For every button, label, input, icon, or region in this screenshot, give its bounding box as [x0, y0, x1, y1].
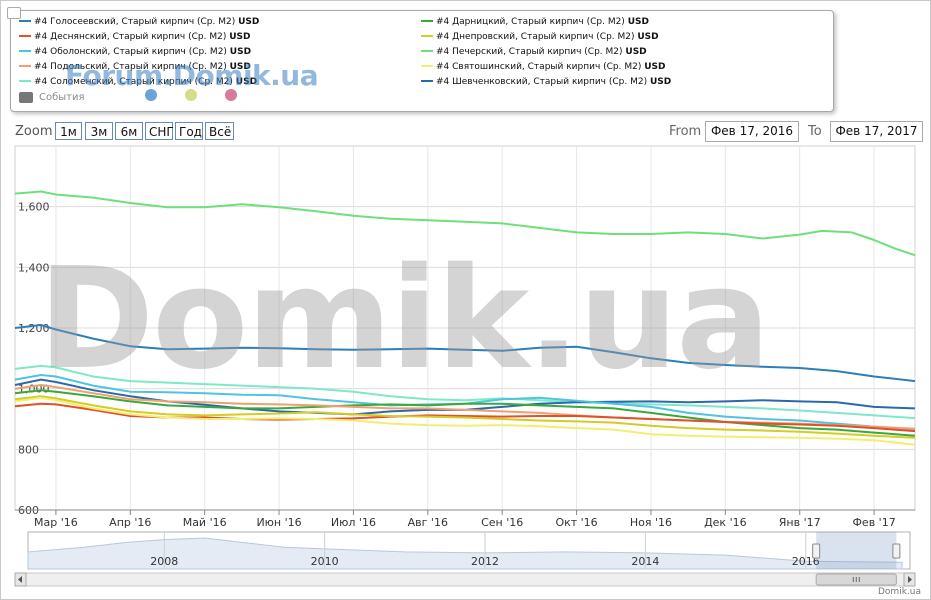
legend-item[interactable]: #4 Шевченковский, Старый кирпич (Ср. M2)… — [421, 76, 671, 88]
arrow-left-icon[interactable] — [18, 576, 22, 583]
legend-toggle-button[interactable] — [7, 7, 21, 19]
navigator-handle[interactable] — [812, 543, 821, 559]
legend-label: #4 Деснянский, Старый кирпич (Ср. M2) — [34, 32, 230, 42]
series-line[interactable] — [14, 389, 916, 437]
navigator-year-label: 2012 — [471, 555, 499, 568]
legend-label: #4 Печерский, Старый кирпич (Ср. M2) — [436, 47, 626, 57]
x-tick-label: Ноя '16 — [630, 516, 672, 529]
legend-label: #4 Подольский, Старый кирпич (Ср. M2) — [34, 62, 230, 72]
series-line[interactable] — [14, 395, 916, 439]
legend-unit: USD — [644, 62, 666, 72]
event-flag-pink-icon[interactable] — [225, 89, 237, 101]
legend-label: #4 Голосеевский, Старый кирпич (Ср. M2) — [34, 17, 239, 27]
legend-swatch — [421, 49, 433, 52]
legend-item[interactable]: #4 Оболонский, Старый кирпич (Ср. M2) US… — [19, 46, 251, 58]
range-from-input[interactable]: Фев 17, 2016 — [705, 121, 799, 142]
legend-item[interactable]: #4 Деснянский, Старый кирпич (Ср. M2) US… — [19, 31, 250, 43]
legend: #4 Голосеевский, Старый кирпич (Ср. M2) … — [7, 7, 834, 112]
series-line[interactable] — [14, 364, 916, 420]
event-flag-yellow-icon[interactable] — [185, 89, 197, 101]
y-tick-label: 800 — [18, 443, 39, 456]
legend-unit: USD — [627, 17, 649, 27]
legend-item[interactable]: #4 Днепровский, Старый кирпич (Ср. M2) U… — [421, 31, 659, 43]
series-line[interactable] — [14, 190, 916, 257]
legend-unit: USD — [625, 47, 647, 57]
y-tick-label: 1,200 — [18, 322, 50, 335]
events-swatch[interactable] — [19, 92, 33, 103]
x-tick-label: Фев '17 — [852, 516, 895, 529]
legend-unit: USD — [229, 47, 252, 57]
zoom-3m-button[interactable]: 3м — [85, 122, 113, 140]
forum-watermark: Forum.Domik.ua — [65, 59, 319, 92]
legend-label: #4 Днепровский, Старый кирпич (Ср. M2) — [436, 32, 638, 42]
legend-label: #4 Соломенский, Старый кирпич (Ср. M2) — [34, 77, 236, 87]
legend-swatch — [421, 64, 433, 67]
zoom-all-button[interactable]: Всё — [205, 122, 234, 140]
x-tick-label: Янв '17 — [779, 516, 821, 529]
legend-unit: USD — [649, 77, 672, 87]
scrollbar-track[interactable] — [14, 572, 916, 587]
legend-unit: USD — [229, 32, 251, 42]
zoom-6m-button[interactable]: 6м — [115, 122, 143, 140]
legend-swatch — [19, 79, 31, 82]
legend-swatch — [421, 34, 433, 37]
y-tick-label: 1,600 — [18, 201, 50, 214]
legend-unit: USD — [235, 77, 258, 87]
series-line[interactable] — [14, 402, 916, 433]
x-tick-label: Май '16 — [183, 516, 227, 529]
zoom-1m-button[interactable]: 1м — [55, 122, 82, 140]
legend-unit: USD — [637, 32, 659, 42]
range-to-input[interactable]: Фев 17, 2017 — [830, 121, 923, 142]
x-tick-label: Июл '16 — [331, 516, 376, 529]
y-tick-label: 1,400 — [18, 261, 50, 274]
legend-swatch — [19, 64, 31, 67]
legend-label: #4 Оболонский, Старый кирпич (Ср. M2) — [34, 47, 230, 57]
credit-link[interactable]: Domik.ua — [878, 587, 921, 597]
range-from-label: From — [669, 124, 702, 139]
navigator-series — [27, 537, 903, 570]
range-to-label: To — [808, 124, 822, 139]
legend-unit: USD — [229, 62, 251, 72]
x-tick-label: Апр '16 — [109, 516, 151, 529]
series-line[interactable] — [14, 396, 916, 446]
x-tick-label: Июн '16 — [256, 516, 301, 529]
legend-label: #4 Дарницкий, Старый кирпич (Ср. M2) — [436, 17, 628, 27]
events-label[interactable]: События — [39, 92, 85, 103]
legend-item[interactable]: #4 Печерский, Старый кирпич (Ср. M2) USD — [421, 46, 647, 58]
legend-swatch — [19, 49, 31, 52]
zoom-1y-button[interactable]: Год — [175, 122, 203, 140]
legend-item[interactable]: #4 Святошинский, Старый кирпич (Ср. M2) … — [421, 61, 666, 73]
zoom-ytd-button[interactable]: СНГ — [145, 122, 174, 140]
legend-swatch — [421, 79, 433, 82]
x-tick-label: Авг '16 — [408, 516, 448, 529]
legend-item[interactable]: #4 Подольский, Старый кирпич (Ср. M2) US… — [19, 61, 251, 73]
legend-swatch — [19, 34, 31, 37]
event-flag-blue-icon[interactable] — [145, 89, 157, 101]
x-tick-label: Мар '16 — [34, 516, 78, 529]
series-line[interactable] — [14, 324, 916, 383]
navigator-selection[interactable] — [816, 532, 897, 569]
legend-unit: USD — [238, 17, 260, 27]
x-tick-label: Окт '16 — [555, 516, 597, 529]
arrow-right-icon[interactable] — [908, 576, 912, 583]
legend-swatch — [421, 19, 433, 22]
legend-item[interactable]: #4 Соломенский, Старый кирпич (Ср. M2) U… — [19, 76, 257, 88]
zoom-label: Zoom — [15, 124, 53, 139]
navigator-handle[interactable] — [892, 543, 901, 559]
navigator-year-label: 2014 — [631, 555, 659, 568]
navigator-year-label: 2010 — [311, 555, 339, 568]
navigator-year-label: 2008 — [150, 555, 178, 568]
x-tick-label: Дек '16 — [704, 516, 747, 529]
legend-swatch — [19, 19, 31, 22]
legend-item[interactable]: #4 Дарницкий, Старый кирпич (Ср. M2) USD — [421, 16, 649, 28]
x-tick-label: Сен '16 — [481, 516, 523, 529]
series-line[interactable] — [14, 374, 916, 431]
legend-label: #4 Святошинский, Старый кирпич (Ср. M2) — [436, 62, 645, 72]
legend-item[interactable]: #4 Голосеевский, Старый кирпич (Ср. M2) … — [19, 16, 259, 28]
legend-label: #4 Шевченковский, Старый кирпич (Ср. M2) — [436, 77, 650, 87]
